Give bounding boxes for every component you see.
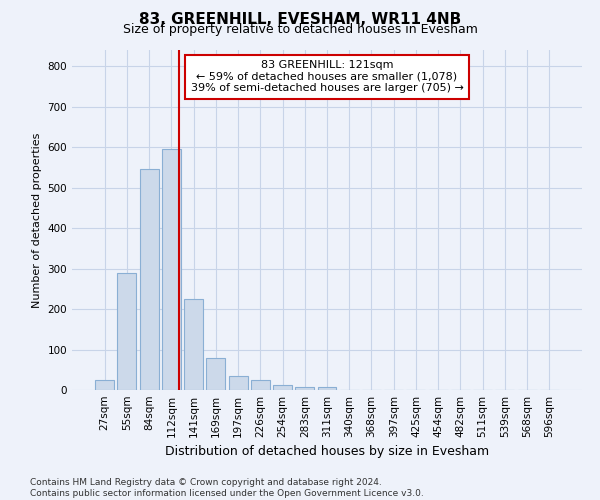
Bar [206, 358, 225, 390]
Bar [162, 149, 181, 390]
Text: Contains HM Land Registry data © Crown copyright and database right 2024.
Contai: Contains HM Land Registry data © Crown c… [30, 478, 424, 498]
Bar [95, 380, 114, 390]
Text: 83 GREENHILL: 121sqm
← 59% of detached houses are smaller (1,078)
39% of semi-de: 83 GREENHILL: 121sqm ← 59% of detached h… [191, 60, 463, 94]
Text: 83, GREENHILL, EVESHAM, WR11 4NB: 83, GREENHILL, EVESHAM, WR11 4NB [139, 12, 461, 28]
Bar [251, 380, 270, 390]
Bar [317, 387, 337, 390]
Bar [295, 387, 314, 390]
Y-axis label: Number of detached properties: Number of detached properties [32, 132, 42, 308]
Bar [273, 385, 292, 390]
Bar [229, 376, 248, 390]
Bar [118, 272, 136, 390]
Bar [184, 299, 203, 390]
Bar [140, 170, 158, 390]
Text: Size of property relative to detached houses in Evesham: Size of property relative to detached ho… [122, 22, 478, 36]
X-axis label: Distribution of detached houses by size in Evesham: Distribution of detached houses by size … [165, 446, 489, 458]
